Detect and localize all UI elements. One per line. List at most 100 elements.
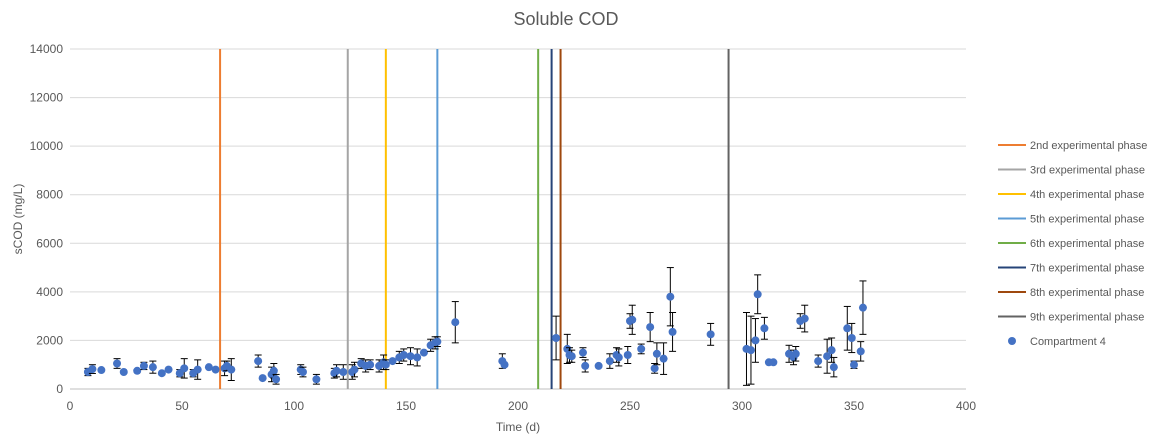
data-point (254, 357, 263, 366)
data-point (650, 364, 659, 373)
data-point (856, 347, 865, 356)
data-point (847, 334, 856, 342)
data-point (706, 330, 715, 339)
data-point (829, 363, 838, 372)
data-point (227, 365, 236, 374)
data-point (791, 349, 800, 358)
y-tick-label: 14000 (30, 42, 64, 56)
data-point (753, 290, 762, 299)
x-tick-label: 200 (508, 399, 528, 413)
legend-label: 9th experimental phase (1030, 312, 1144, 324)
data-points (83, 267, 867, 386)
x-tick-label: 400 (956, 399, 976, 413)
data-point (366, 360, 375, 369)
data-point (751, 336, 760, 345)
data-point (823, 352, 832, 361)
x-tick-label: 350 (844, 399, 864, 413)
legend-label: 6th experimental phase (1030, 238, 1144, 250)
data-point (113, 359, 122, 368)
x-axis-title: Time (d) (496, 420, 540, 434)
data-point (800, 314, 809, 323)
data-point (269, 366, 278, 375)
data-point (413, 353, 422, 362)
data-point (97, 366, 106, 375)
data-point (637, 344, 646, 353)
y-tick-label: 8000 (36, 188, 63, 202)
data-point (312, 375, 321, 384)
y-tick-label: 0 (56, 382, 63, 396)
data-point (332, 366, 341, 375)
legend-label: 3rd experimental phase (1030, 165, 1145, 177)
data-point (193, 365, 202, 374)
legend: 2nd experimental phase 3rd experimental p… (998, 140, 1147, 348)
y-tick-label: 4000 (36, 285, 63, 299)
data-point (339, 368, 348, 376)
data-point (858, 303, 867, 312)
data-point (843, 324, 852, 333)
data-point (119, 368, 128, 376)
data-point (666, 292, 675, 301)
data-point (298, 368, 307, 376)
data-point (164, 365, 173, 374)
data-point (552, 334, 561, 342)
data-point (419, 348, 428, 357)
data-point (614, 353, 623, 362)
data-point (814, 357, 823, 366)
legend-label: 5th experimental phase (1030, 214, 1144, 226)
data-point (668, 327, 677, 336)
data-point (157, 369, 166, 378)
data-point (211, 365, 220, 374)
data-point (652, 349, 661, 358)
y-tick-label: 10000 (30, 139, 64, 153)
y-tick-label: 6000 (36, 236, 63, 250)
data-point (88, 365, 97, 374)
y-axis-ticks: 0 2000 4000 6000 8000 10000 12000 14000 (30, 42, 64, 396)
legend-label: 2nd experimental phase (1030, 140, 1147, 152)
x-tick-label: 300 (732, 399, 752, 413)
data-point (133, 366, 142, 375)
data-point (581, 361, 590, 370)
data-point (623, 351, 632, 359)
data-point (204, 363, 213, 372)
data-point (659, 354, 668, 363)
data-point (272, 375, 281, 384)
data-point (594, 361, 603, 370)
data-point (399, 351, 408, 359)
data-point (500, 360, 509, 369)
data-point (760, 324, 769, 333)
data-point (578, 348, 587, 357)
data-point (605, 357, 614, 366)
legend-marker (1008, 337, 1016, 345)
x-tick-label: 250 (620, 399, 640, 413)
data-point (139, 361, 148, 370)
legend-label: 7th experimental phase (1030, 263, 1144, 275)
data-point (769, 358, 778, 367)
x-tick-label: 100 (284, 399, 304, 413)
data-point (148, 363, 157, 372)
data-point (350, 365, 359, 374)
data-point (451, 318, 460, 327)
y-tick-label: 2000 (36, 333, 63, 347)
data-point (388, 357, 397, 366)
data-point (433, 337, 442, 346)
data-point (850, 360, 858, 369)
legend-label: 4th experimental phase (1030, 189, 1144, 201)
data-point (381, 360, 390, 369)
x-axis-ticks: 0 50 100 150 200 250 300 350 400 (67, 399, 977, 413)
data-point (646, 323, 655, 332)
data-point (180, 364, 189, 373)
data-point (827, 346, 836, 355)
data-point (406, 352, 415, 361)
x-tick-label: 150 (396, 399, 416, 413)
x-tick-label: 0 (67, 399, 74, 413)
data-point (746, 346, 755, 355)
data-point (567, 352, 576, 361)
data-point (258, 374, 267, 383)
legend-label: 8th experimental phase (1030, 287, 1144, 299)
legend-label: Compartment 4 (1030, 336, 1106, 348)
x-tick-label: 50 (175, 399, 189, 413)
chart-title: Soluble COD (513, 9, 618, 29)
y-axis-title: sCOD (mg/L) (11, 184, 25, 255)
phase-lines (219, 49, 730, 389)
